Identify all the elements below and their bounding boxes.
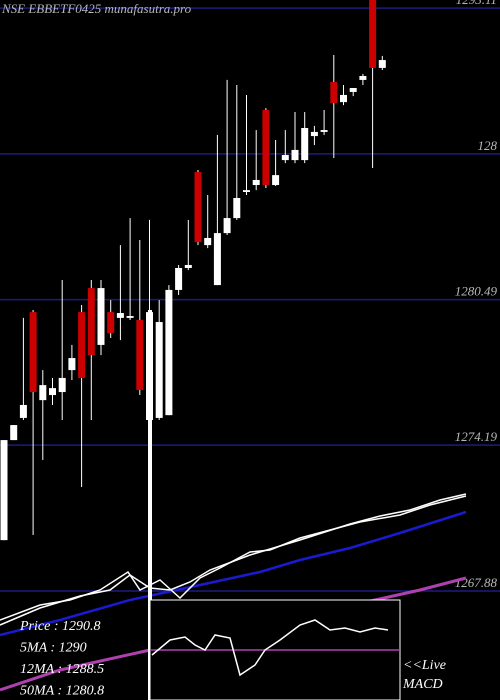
candle-body <box>10 425 18 441</box>
candle-body <box>340 94 347 103</box>
candle-body <box>29 312 37 393</box>
candle-body <box>310 131 318 137</box>
candle-body <box>136 319 144 390</box>
candle-body <box>223 218 231 234</box>
grid: 1293.11 128 1280.49 1274.19 1267.88 <box>0 0 500 592</box>
candle-body <box>116 313 124 318</box>
candle-body <box>369 0 377 68</box>
candle-body <box>301 127 309 161</box>
candle-body <box>126 316 134 318</box>
candle-body <box>155 322 163 418</box>
candle-body <box>19 404 27 418</box>
candle-body <box>233 197 241 219</box>
candle-body <box>175 267 183 290</box>
candle-body <box>378 60 386 68</box>
legend-entry: 12MA : 1288.5 <box>20 662 104 677</box>
candle-body <box>184 264 192 268</box>
candle-body <box>281 155 289 161</box>
candle-body <box>107 312 115 334</box>
candle-body <box>291 149 299 161</box>
price-line <box>0 495 467 621</box>
candle-body <box>359 76 367 80</box>
candle-body <box>165 289 173 416</box>
macd-label: MACD <box>402 677 443 692</box>
legend: Price : 1290.8 5MA : 1290 12MA : 1288.5 50M… <box>19 619 104 699</box>
candle-body <box>78 312 86 378</box>
candle-body <box>97 288 105 345</box>
candle-body <box>262 109 270 186</box>
macd-line <box>151 619 389 677</box>
candle-body <box>49 388 56 396</box>
candle-body <box>39 385 47 401</box>
chart-title: NSE EBBETF0425 munafasutra.pro <box>1 1 192 16</box>
candles <box>0 0 386 541</box>
candle-body <box>349 88 357 92</box>
y-tick-label: 1274.19 <box>455 429 498 444</box>
candle-body <box>87 288 95 356</box>
legend-entry: Price : 1290.8 <box>19 619 100 634</box>
macd-label: <<Live <box>403 658 446 673</box>
y-tick-label: 1267.88 <box>455 575 498 590</box>
y-tick-label: 1293.11 <box>456 0 497 7</box>
crosshair <box>148 310 152 700</box>
candle-body <box>213 233 221 286</box>
ma-5-line <box>0 493 467 626</box>
candle-body <box>252 179 260 186</box>
candle-body <box>194 172 202 243</box>
candle-body <box>272 175 280 186</box>
candle-body <box>243 190 250 192</box>
y-tick-label: 128 <box>478 138 498 153</box>
candle-body <box>58 377 66 393</box>
legend-entry: 50MA : 1280.8 <box>20 684 104 699</box>
candle-body <box>330 82 338 104</box>
legend-entry: 5MA : 1290 <box>20 641 87 656</box>
ma-12-line <box>0 510 467 637</box>
y-tick-label: 1280.49 <box>455 284 498 299</box>
candle-body <box>320 130 328 132</box>
candle-body <box>0 440 8 541</box>
candle-body <box>68 358 76 371</box>
candle-body <box>204 237 212 246</box>
